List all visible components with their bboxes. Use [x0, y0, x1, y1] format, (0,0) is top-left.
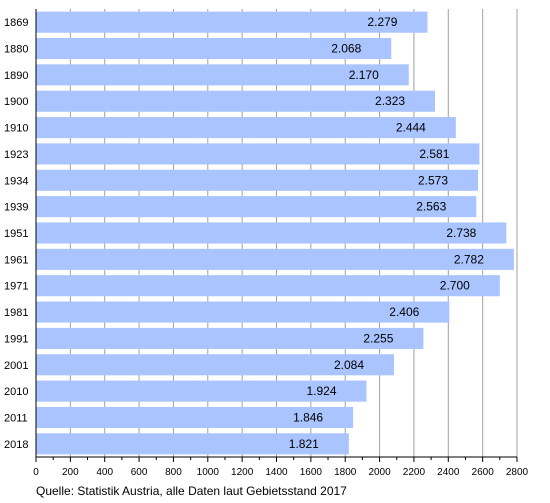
x-tick-label-1800: 1800 [334, 467, 357, 478]
bar-2011 [36, 406, 354, 429]
bar-value-label-2018: 1.821 [289, 437, 319, 451]
bars: 2.279 2.068 2.170 2.323 2.444 2.581 2.573 2.563… [36, 11, 514, 455]
bar-1880 [36, 37, 392, 60]
bar-1951 [36, 222, 507, 244]
year-label-1880: 1880 [4, 44, 28, 56]
bar-1981 [36, 301, 450, 323]
x-tick-label-400: 400 [96, 467, 113, 478]
bar-2010 [36, 380, 367, 402]
bar-1910 [36, 117, 456, 139]
x-tick-label-2600: 2600 [472, 467, 495, 478]
x-tick-label-1600: 1600 [300, 467, 323, 478]
year-label-1961: 1961 [4, 254, 28, 266]
bar-value-label-1890: 2.170 [349, 68, 379, 82]
bar-1890 [36, 64, 409, 86]
bar-1934 [36, 169, 479, 191]
bar-value-label-1880: 2.068 [331, 42, 361, 56]
year-label-2001: 2001 [4, 360, 28, 372]
x-tick-label-2800: 2800 [506, 467, 529, 478]
bar-1939 [36, 196, 477, 218]
year-label-1890: 1890 [4, 70, 28, 82]
x-tick-label-200: 200 [62, 467, 79, 478]
year-label-1981: 1981 [4, 307, 28, 319]
bar-value-label-2010: 1.924 [306, 384, 336, 398]
bar-value-label-1869: 2.279 [367, 15, 397, 29]
bar-2018 [36, 433, 349, 455]
year-label-1991: 1991 [4, 333, 28, 345]
bar-value-label-2001: 2.084 [334, 358, 364, 372]
year-label-2010: 2010 [4, 386, 28, 398]
bar-1991 [36, 327, 424, 349]
bar-value-label-1923: 2.581 [419, 147, 449, 161]
x-tick-label-1400: 1400 [265, 467, 288, 478]
population-bar-chart: 2.279 2.068 2.170 2.323 2.444 2.581 2.573 2.563… [4, 9, 529, 478]
year-label-1939: 1939 [4, 202, 28, 214]
year-label-2011: 2011 [4, 412, 28, 424]
x-tick-label-800: 800 [165, 467, 182, 478]
bar-value-label-1900: 2.323 [375, 94, 405, 108]
bar-value-label-2011: 1.846 [293, 410, 323, 424]
bar-value-label-1961: 2.782 [454, 252, 484, 266]
bar-1869 [36, 11, 428, 33]
bar-1900 [36, 90, 436, 112]
year-label-1910: 1910 [4, 123, 28, 135]
x-tick-label-0: 0 [33, 467, 39, 478]
bar-1961 [36, 248, 514, 270]
year-labels: 1869 1880 1890 1900 1910 1923 1934 1939 1951 1961… [4, 17, 28, 451]
year-label-1971: 1971 [4, 281, 28, 293]
x-tick-label-2200: 2200 [403, 467, 426, 478]
year-label-1951: 1951 [4, 228, 28, 240]
source-note: Quelle: Statistik Austria, alle Daten la… [36, 484, 347, 498]
x-tick-label-1000: 1000 [197, 467, 220, 478]
year-label-2018: 2018 [4, 439, 28, 451]
year-label-1923: 1923 [4, 149, 28, 161]
bar-value-label-1951: 2.738 [446, 226, 476, 240]
bar-value-label-1971: 2.700 [440, 279, 470, 293]
bar-2001 [36, 354, 395, 376]
year-label-1934: 1934 [4, 175, 28, 187]
bar-value-label-1991: 2.255 [363, 331, 393, 345]
bar-value-label-1934: 2.573 [418, 173, 448, 187]
bar-value-label-1939: 2.563 [416, 200, 446, 214]
year-label-1869: 1869 [4, 17, 28, 29]
x-tick-label-600: 600 [131, 467, 148, 478]
bar-value-label-1910: 2.444 [396, 121, 426, 135]
x-tick-label-2400: 2400 [437, 467, 460, 478]
bar-1923 [36, 143, 480, 165]
x-axis: 0 200 400 600 800 1000 1200 1400 1600 1800 2000 220… [33, 9, 529, 478]
x-tick-label-1200: 1200 [231, 467, 254, 478]
x-tick-label-2000: 2000 [368, 467, 391, 478]
bar-value-label-1981: 2.406 [389, 305, 419, 319]
year-label-1900: 1900 [4, 96, 28, 108]
bar-1971 [36, 275, 500, 297]
